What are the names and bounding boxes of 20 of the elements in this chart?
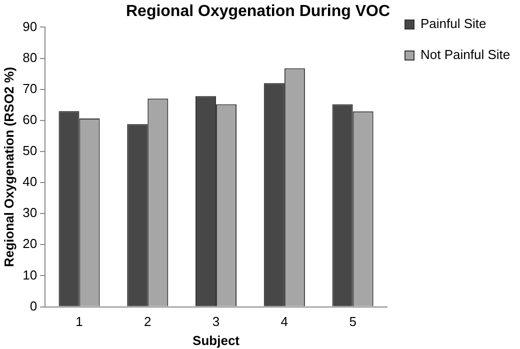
y-tick-label: 40: [22, 174, 38, 190]
chart-title: Regional Oxygenation During VOC: [126, 3, 390, 20]
x-tick-label: 2: [144, 314, 152, 330]
y-tick-label: 50: [22, 143, 38, 158]
y-tick-label: 80: [22, 50, 38, 65]
x-tick-label: 5: [349, 314, 356, 330]
x-tick-label: 3: [212, 314, 220, 330]
x-tick-label: 1: [76, 314, 83, 330]
y-tick-label: 70: [22, 80, 38, 96]
y-tick-label: 90: [22, 18, 38, 34]
x-axis-title: Subject: [192, 332, 240, 348]
y-tick-label: 10: [22, 267, 38, 282]
y-tick-label: 20: [22, 236, 38, 252]
y-tick-label: 0: [30, 298, 38, 314]
y-tick-label: 30: [22, 205, 38, 220]
x-tick-label: 4: [280, 314, 288, 330]
y-axis-title: Regional Oxygenation (RSO2 %): [1, 66, 16, 268]
legend-label: Painful Site: [420, 16, 486, 32]
y-tick-label: 60: [22, 112, 38, 127]
legend-label: Not Painful Site: [420, 47, 510, 62]
